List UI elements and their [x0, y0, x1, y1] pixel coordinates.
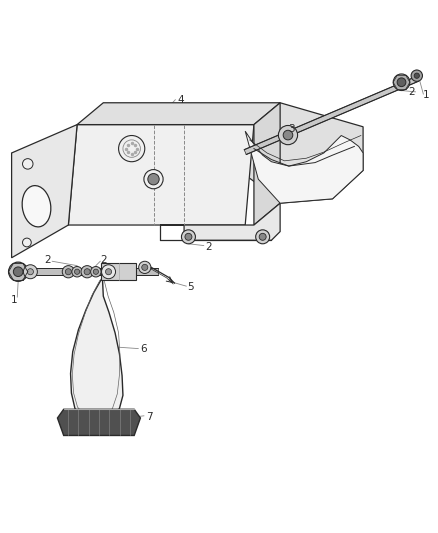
Circle shape: [259, 233, 266, 240]
Circle shape: [9, 262, 28, 281]
Polygon shape: [57, 409, 141, 435]
Text: 7: 7: [146, 412, 152, 422]
Polygon shape: [9, 268, 158, 275]
Circle shape: [22, 159, 33, 169]
Circle shape: [74, 269, 80, 274]
Circle shape: [13, 267, 23, 277]
Circle shape: [119, 135, 145, 161]
Circle shape: [106, 269, 112, 275]
Polygon shape: [254, 103, 280, 225]
Circle shape: [181, 230, 195, 244]
Circle shape: [62, 265, 74, 278]
Circle shape: [23, 265, 37, 279]
Ellipse shape: [22, 185, 51, 227]
Circle shape: [93, 269, 99, 274]
Circle shape: [65, 269, 71, 275]
Circle shape: [397, 78, 406, 87]
Circle shape: [91, 266, 101, 277]
Circle shape: [102, 265, 116, 279]
Circle shape: [81, 265, 93, 278]
Polygon shape: [245, 131, 363, 203]
Text: 6: 6: [141, 344, 147, 354]
Circle shape: [393, 74, 410, 91]
Text: 5: 5: [187, 282, 194, 293]
Polygon shape: [101, 263, 136, 280]
Circle shape: [27, 269, 33, 275]
Polygon shape: [160, 203, 280, 240]
Circle shape: [72, 266, 82, 277]
Text: 4: 4: [177, 95, 184, 104]
Text: 1: 1: [11, 295, 17, 305]
Text: 2: 2: [205, 242, 212, 252]
Circle shape: [139, 261, 151, 273]
Circle shape: [185, 233, 192, 240]
Circle shape: [411, 70, 423, 82]
Circle shape: [144, 169, 163, 189]
Polygon shape: [215, 103, 363, 203]
Polygon shape: [71, 277, 123, 420]
Circle shape: [148, 174, 159, 185]
Circle shape: [142, 264, 148, 270]
Text: 2: 2: [45, 255, 51, 264]
Polygon shape: [244, 76, 419, 155]
Circle shape: [414, 73, 420, 78]
Polygon shape: [77, 103, 280, 125]
Polygon shape: [12, 125, 77, 258]
Circle shape: [256, 230, 270, 244]
Circle shape: [84, 269, 90, 275]
Circle shape: [22, 238, 31, 247]
Circle shape: [279, 125, 297, 144]
Polygon shape: [68, 125, 254, 225]
Text: 2: 2: [100, 255, 107, 264]
Text: 2: 2: [409, 87, 415, 97]
Text: 1: 1: [423, 91, 430, 100]
Text: 3: 3: [288, 124, 294, 134]
Circle shape: [283, 130, 293, 140]
